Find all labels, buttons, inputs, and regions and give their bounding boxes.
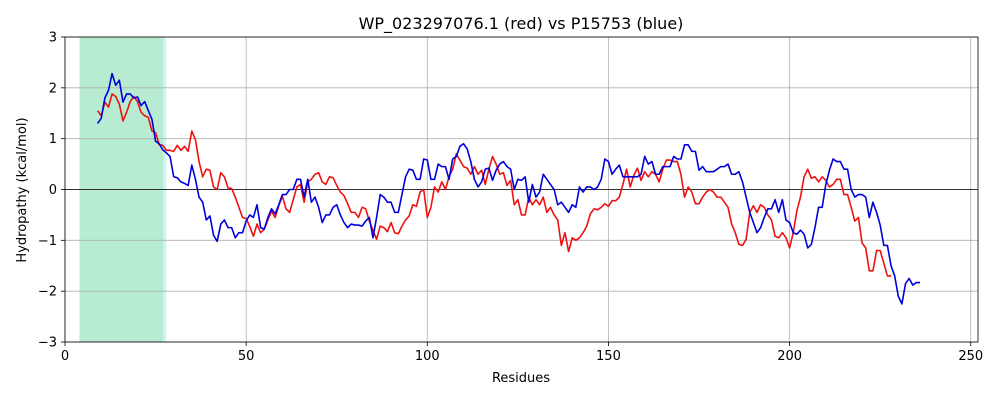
y-tick-label-0: 0 <box>49 183 57 198</box>
x-tick-label-150: 150 <box>596 349 621 364</box>
y-tick-label--1: −1 <box>38 234 57 249</box>
series-line-1 <box>96 72 921 305</box>
x-axis-label: Residues <box>492 371 550 386</box>
x-tick-label-0: 0 <box>61 349 69 364</box>
y-tick-label-2: 2 <box>49 81 57 96</box>
y-tick-label-1: 1 <box>49 132 57 147</box>
y-axis-label: Hydropathy (kcal/mol) <box>15 117 30 262</box>
series-line-0 <box>96 93 892 277</box>
plot-area: 0 50 100 150 200 250 −3 −2 −1 0 1 2 3 <box>38 31 983 365</box>
x-tick-label-100: 100 <box>415 349 440 364</box>
x-tick-label-250: 250 <box>958 349 983 364</box>
y-tick-label-3: 3 <box>49 31 57 46</box>
y-tick-label--2: −2 <box>38 285 57 300</box>
y-tick-label--3: −3 <box>38 336 57 351</box>
chart-title: WP_023297076.1 (red) vs P15753 (blue) <box>359 14 684 34</box>
x-tick-label-50: 50 <box>238 349 255 364</box>
x-tick-label-200: 200 <box>777 349 802 364</box>
